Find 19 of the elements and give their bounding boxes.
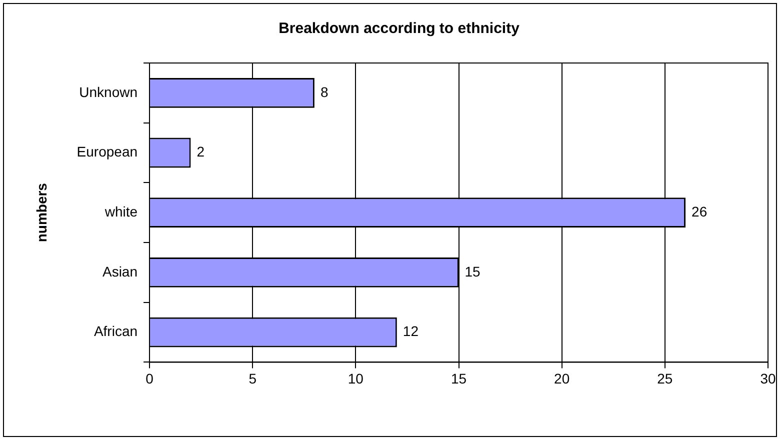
y-tick-label: African xyxy=(94,323,138,340)
x-tick-label: 0 xyxy=(146,370,154,386)
x-tick-label: 25 xyxy=(657,370,673,386)
x-tick-label: 10 xyxy=(348,370,364,386)
data-label: 8 xyxy=(320,84,328,100)
data-label: 26 xyxy=(692,203,708,220)
chart-title: Breakdown according to ethnicity xyxy=(278,20,520,38)
y-tick-label: white xyxy=(104,203,138,220)
y-axis-title: numbers xyxy=(33,182,50,242)
y-tick-label: European xyxy=(76,144,138,160)
y-tick-label: Unknown xyxy=(79,84,138,100)
x-tick-label: 20 xyxy=(554,370,570,386)
x-tick-label: 30 xyxy=(760,370,776,386)
x-tick-label: 15 xyxy=(450,370,467,386)
data-label: 2 xyxy=(196,144,205,160)
data-label: 12 xyxy=(402,323,419,340)
x-tick-label: 5 xyxy=(248,370,257,386)
data-label: 15 xyxy=(464,263,481,280)
y-tick-label: Asian xyxy=(102,263,138,280)
